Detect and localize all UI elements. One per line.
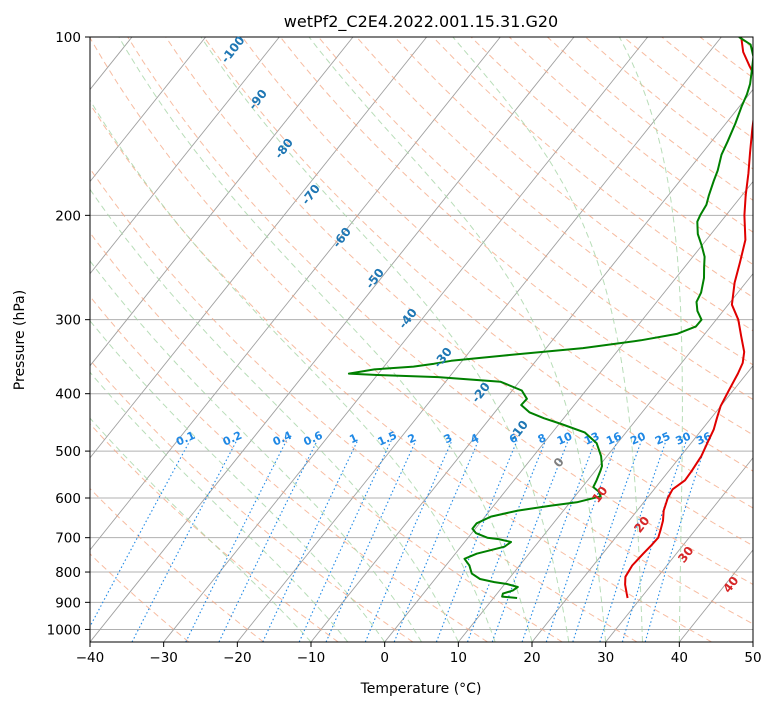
isotherm-label: -80 (272, 136, 296, 162)
dry-adiabat (0, 37, 488, 642)
isotherm-line (311, 37, 775, 642)
mixing-ratio-label: 0.6 (302, 429, 325, 449)
y-axis-label: Pressure (hPa) (12, 290, 28, 390)
isotherm-label: -100 (218, 33, 248, 65)
mixing-ratio-label: 25 (653, 430, 672, 448)
dry-adiabat (357, 37, 775, 642)
y-tick-label: 1000 (47, 622, 81, 638)
dry-adiabat (0, 37, 264, 642)
y-tick-label: 400 (55, 387, 81, 403)
isotherm-label: -50 (363, 266, 387, 292)
mixing-ratio-label: 0.2 (221, 429, 244, 449)
mixing-ratio-line (186, 441, 287, 642)
dry-adiabat (0, 37, 189, 642)
y-tick-label: 200 (55, 208, 81, 224)
x-tick-label: 0 (380, 650, 389, 666)
x-tick-label: −20 (223, 650, 252, 666)
mixing-ratio-label: 4 (469, 431, 482, 446)
y-tick-label: 500 (55, 444, 81, 460)
isotherm-label: 20 (631, 514, 652, 536)
dry-adiabat (0, 37, 338, 642)
moist-adiabat (0, 37, 422, 642)
x-tick-label: 20 (523, 650, 540, 666)
mixing-ratio-label: 3 (442, 431, 454, 446)
mixing-ratio-label: 0.1 (174, 429, 197, 449)
isotherm-line (0, 37, 427, 642)
dry-adiabat (395, 37, 775, 642)
mixing-ratio-line (522, 441, 595, 642)
isotherm-label: -70 (299, 182, 323, 208)
isotherm-label: 30 (675, 544, 696, 566)
isotherm-label: -90 (246, 87, 270, 113)
x-tick-label: 40 (671, 650, 688, 666)
mixing-ratio-label: 1 (347, 431, 359, 446)
isotherm-label: -30 (431, 345, 455, 371)
mixing-ratio-label: 16 (604, 430, 624, 448)
x-tick-label: 50 (744, 650, 761, 666)
mixing-ratio-line (263, 441, 358, 642)
dry-adiabat (738, 37, 775, 642)
x-tick-label: −30 (149, 650, 178, 666)
y-tick-label: 600 (55, 491, 81, 507)
y-tick-label: 800 (55, 565, 81, 581)
mixing-ratio-line (132, 441, 237, 642)
y-tick-label: 100 (55, 30, 81, 46)
isotherm-line (753, 37, 775, 642)
mixing-ratio-label: 36 (694, 430, 714, 448)
dry-adiabat (471, 37, 775, 642)
isotherm-label: 0 (551, 455, 567, 470)
moist-adiabat (0, 37, 385, 642)
moist-adiabat (453, 37, 643, 642)
x-tick-label: −40 (76, 650, 105, 666)
x-tick-label: −10 (297, 650, 326, 666)
isotherm-label: -60 (330, 225, 354, 251)
mixing-ratio-label: 1.5 (376, 429, 399, 449)
x-tick-label: 10 (450, 650, 467, 666)
isotherm-line (0, 37, 206, 642)
dry-adiabat (700, 37, 775, 642)
mixing-ratio-label: 8 (536, 431, 548, 446)
isotherm-label: -40 (396, 306, 420, 332)
isotherm-line (0, 37, 279, 642)
mixing-ratio-line (219, 441, 317, 642)
isotherm-label: 40 (720, 574, 741, 596)
axes: -100-90-80-70-60-50-40-30-20-10010203040… (47, 30, 762, 666)
mixing-ratio-label: 30 (674, 430, 694, 448)
dry-adiabat (90, 37, 775, 642)
mixing-ratio-label: 20 (628, 430, 648, 448)
moist-adiabat (55, 37, 495, 642)
dry-adiabat (318, 37, 775, 642)
moist-adiabat (0, 37, 348, 642)
x-axis-label: Temperature (°C) (360, 681, 482, 697)
isotherm-line (16, 37, 500, 642)
isotherm-label: -20 (469, 380, 493, 406)
y-tick-label: 900 (55, 595, 81, 611)
isotherm-line (458, 37, 775, 642)
mixing-ratio-line (573, 441, 642, 642)
isotherm-line (0, 37, 58, 642)
chart-title: wetPf2_C2E4.2022.001.15.31.G20 (284, 12, 558, 32)
moist-adiabat (119, 37, 532, 642)
mixing-ratio-line (82, 441, 190, 642)
y-tick-label: 700 (55, 531, 81, 547)
x-tick-label: 30 (597, 650, 614, 666)
dry-adiabat (13, 37, 637, 642)
y-tick-label: 300 (55, 313, 81, 329)
isotherm-line (0, 37, 353, 642)
